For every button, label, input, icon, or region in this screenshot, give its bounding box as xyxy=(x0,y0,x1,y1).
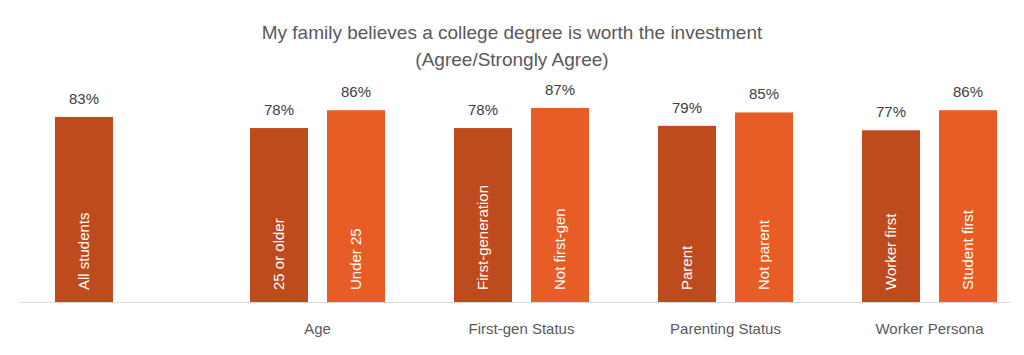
bar xyxy=(939,110,997,302)
category-label: Worker first xyxy=(882,213,899,290)
data-label: 85% xyxy=(749,85,779,102)
category-label: Under 25 xyxy=(347,228,364,290)
group-label: Age xyxy=(304,320,331,337)
bar xyxy=(55,117,113,302)
bar xyxy=(531,108,589,302)
bar xyxy=(735,112,793,302)
data-label: 87% xyxy=(545,81,575,98)
bar xyxy=(454,128,512,302)
category-label: Not first-gen xyxy=(551,208,568,290)
axis-line xyxy=(20,302,1010,303)
bars xyxy=(55,108,997,302)
category-label: All students xyxy=(75,212,92,290)
group-label: First-gen Status xyxy=(469,320,575,337)
bar xyxy=(250,128,308,302)
data-label: 83% xyxy=(69,90,99,107)
subtitle: (Agree/Strongly Agree) xyxy=(415,49,608,70)
bar xyxy=(327,110,385,302)
labels: 83% All students 78% 25 or older 86% Under 25… xyxy=(69,81,984,337)
group-label: Parenting Status xyxy=(670,320,781,337)
category-label: Not parent xyxy=(755,219,772,290)
category-label: Student first xyxy=(959,209,976,290)
data-label: 86% xyxy=(341,83,371,100)
data-label: 78% xyxy=(264,101,294,118)
category-label: First-generation xyxy=(474,185,491,290)
category-label: 25 or older xyxy=(270,218,287,290)
data-label: 78% xyxy=(468,101,498,118)
data-label: 86% xyxy=(953,83,983,100)
title: My family believes a college degree is w… xyxy=(262,22,763,43)
bar xyxy=(862,130,920,302)
bar xyxy=(658,126,716,302)
category-label: Parent xyxy=(678,245,695,290)
data-label: 79% xyxy=(672,99,702,116)
group-label: Worker Persona xyxy=(875,320,984,337)
chart: My family believes a college degree is w… xyxy=(0,0,1024,355)
data-label: 77% xyxy=(876,103,906,120)
